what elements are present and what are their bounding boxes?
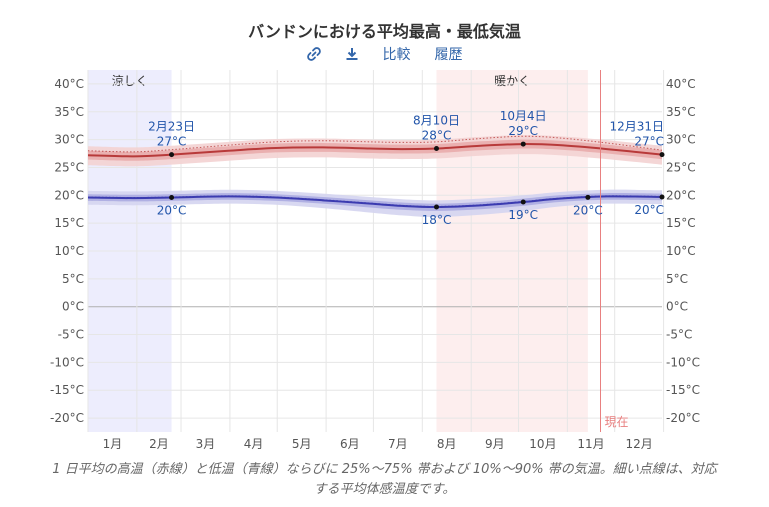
annotation-marker (520, 141, 526, 147)
season-label: 涼しく (112, 73, 148, 88)
month-label: 10月 (529, 437, 556, 451)
y-tick-label-right: 25°C (666, 160, 696, 174)
y-tick-label-right: 30°C (666, 133, 696, 147)
compare-link[interactable]: 比較 (382, 47, 411, 63)
annotation-value-label: 27°C (157, 135, 187, 149)
y-tick-label-left: 0°C (62, 300, 84, 314)
month-label: 6月 (340, 437, 360, 451)
y-tick-label-right: 35°C (666, 105, 696, 119)
y-tick-label-left: -5°C (58, 328, 84, 342)
y-tick-label-right: -5°C (666, 328, 692, 342)
annotation-date-label: 2月23日 (148, 120, 195, 134)
annotation-marker (434, 204, 439, 210)
annotation-value-label: 27°C (634, 135, 664, 149)
annotation-marker (585, 194, 591, 200)
annotation-date-label: 8月10日 (413, 114, 460, 128)
y-tick-label-left: -15°C (50, 383, 84, 397)
month-label: 9月 (485, 437, 505, 451)
y-tick-label-right: 5°C (666, 272, 688, 286)
annotation-date-label: 12月31日 (609, 120, 664, 134)
annotation-value-label: 20°C (157, 204, 187, 218)
y-tick-label-left: 15°C (54, 216, 84, 230)
low-temperature-line (87, 195, 663, 209)
chart-toolbar: 比較 履歴 (0, 44, 769, 64)
month-label: 1月 (103, 437, 123, 451)
y-tick-label-left: 40°C (54, 77, 84, 91)
annotation-marker (169, 195, 175, 201)
y-tick-label-right: -10°C (666, 355, 700, 369)
annotation-marker (520, 199, 526, 205)
annotation-marker (434, 146, 439, 152)
month-label: 2月 (149, 437, 169, 451)
y-tick-label-right: 15°C (666, 216, 696, 230)
y-tick-label-left: 20°C (54, 188, 84, 202)
month-label: 7月 (388, 437, 408, 451)
month-label: 4月 (244, 437, 264, 451)
y-tick-label-right: 20°C (666, 188, 696, 202)
y-tick-label-right: -20°C (666, 411, 700, 425)
month-label: 3月 (196, 437, 216, 451)
y-tick-label-left: 5°C (62, 272, 84, 286)
month-label: 11月 (577, 437, 604, 451)
download-icon[interactable] (345, 44, 359, 64)
y-tick-label-right: 0°C (666, 300, 688, 314)
chart-title: バンドンにおける平均最高・最低気温 (248, 22, 521, 41)
annotation-marker (659, 152, 665, 158)
history-link[interactable]: 履歴 (434, 47, 463, 63)
chart-caption: 1 日平均の高温（赤線）と低温（青線）ならびに 25%～75% 帯および 10%… (52, 462, 717, 497)
y-tick-label-left: 25°C (54, 160, 84, 174)
annotation-value-label: 18°C (422, 213, 452, 227)
y-tick-label-right: 10°C (666, 244, 696, 258)
y-tick-label-left: -10°C (50, 355, 84, 369)
annotation-date-label: 10月4日 (500, 109, 547, 123)
month-label: 12月 (625, 437, 652, 451)
month-label: 5月 (292, 437, 312, 451)
y-tick-label-left: 30°C (54, 133, 84, 147)
y-tick-label-left: 10°C (54, 244, 84, 258)
annotation-marker (659, 194, 665, 200)
annotation-value-label: 28°C (422, 129, 452, 143)
annotation-value-label: 19°C (508, 208, 538, 222)
high-feels-like-line (87, 135, 663, 153)
low-band-25-75 (88, 193, 662, 211)
link-icon[interactable] (306, 44, 321, 64)
annotation-marker (169, 152, 175, 158)
annotation-value-label: 20°C (634, 203, 664, 217)
y-tick-label-left: -20°C (50, 411, 84, 425)
annotation-value-label: 29°C (508, 124, 538, 138)
month-label: 8月 (437, 437, 457, 451)
season-label: 暖かく (494, 74, 530, 88)
y-tick-label-right: -15°C (666, 383, 700, 397)
temperature-chart: 涼しく 暖かく 40°C 40°C 35°C 35°C 30°C 30°C 25°C 25°C 20… (50, 70, 700, 451)
now-label: 現在 (605, 415, 629, 429)
y-tick-label-right: 40°C (666, 77, 696, 91)
high-temperature-line (87, 143, 663, 158)
y-tick-label-left: 35°C (54, 105, 84, 119)
annotation-value-label: 20°C (573, 203, 603, 217)
